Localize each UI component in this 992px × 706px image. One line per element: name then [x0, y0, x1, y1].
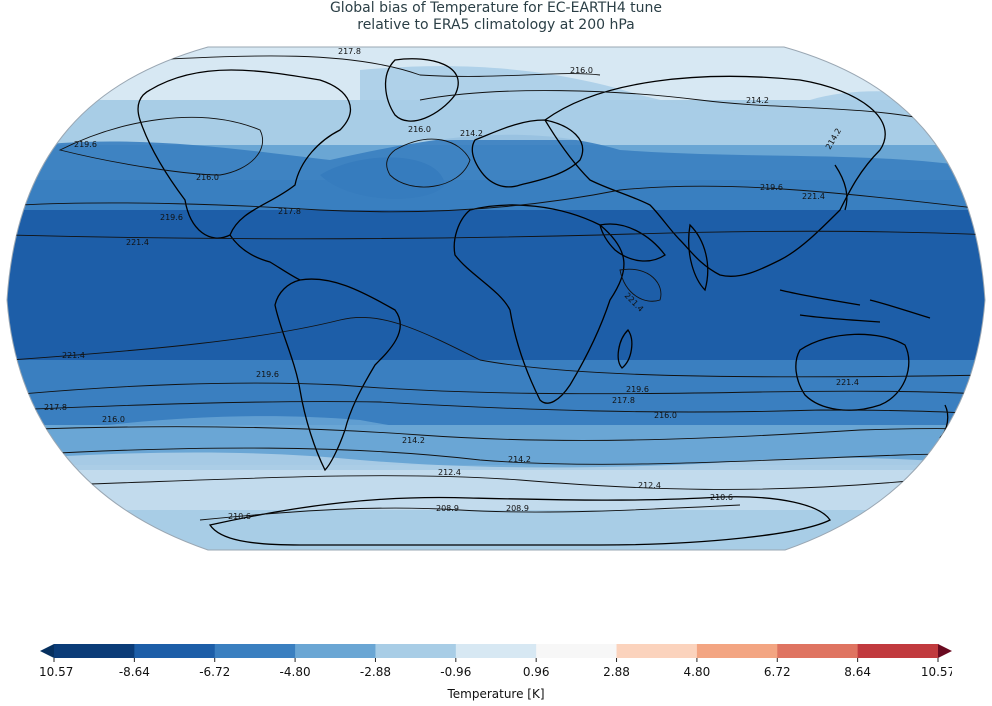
contour-line — [9, 230, 985, 240]
contour-line — [9, 401, 985, 416]
coast-europe — [471, 119, 584, 188]
contour-lines — [9, 55, 985, 521]
contour-line — [386, 138, 471, 188]
colorbar-segment — [857, 644, 939, 658]
contour-line — [9, 426, 985, 441]
colorbar-label: Temperature [K] — [446, 687, 544, 701]
colorbar-segment — [375, 644, 457, 658]
contour-label: 214.2 — [746, 96, 769, 105]
contour-line — [19, 447, 985, 465]
colorbar: -10.57 -8.64 -6.72 -4.80 -2.88 -0.96 0.96 2.88 4… — [35, 636, 955, 702]
colorbar-tick-label: -10.57 — [40, 665, 73, 679]
colorbar-tick-label: 4.80 — [684, 665, 711, 679]
contour-line — [58, 116, 264, 176]
contour-line — [199, 504, 741, 521]
colorbar-segment — [616, 644, 698, 658]
contour-label: 219.6 — [160, 213, 183, 222]
contour-label: 212.4 — [438, 468, 461, 477]
coast-central-america — [229, 234, 301, 281]
colorbar-tick-label: -2.88 — [360, 665, 391, 679]
contour-label: 221.4 — [62, 351, 85, 360]
colorbar-segment — [536, 644, 618, 658]
contour-label: 217.8 — [44, 403, 67, 412]
coast-india — [688, 223, 709, 292]
contour-label: 216.0 — [654, 411, 677, 420]
colorbar-segment — [455, 644, 537, 658]
contour-label: 208.9 — [436, 504, 459, 513]
colorbar-segment — [134, 644, 216, 658]
colorbar-tick-label: 0.96 — [523, 665, 550, 679]
globe-outline — [6, 46, 986, 551]
title-line-1: Global bias of Temperature for EC-EARTH4… — [329, 0, 663, 16]
colorbar-ticks: -10.57 -8.64 -6.72 -4.80 -2.88 -0.96 0.96 2.88 4… — [35, 658, 955, 679]
contour-label: 219.6 — [74, 140, 97, 149]
contour-label: 216.0 — [408, 125, 431, 134]
colorbar-tick-label: 10.57 — [921, 665, 952, 679]
contour-line — [149, 55, 601, 77]
band-tropics — [7, 210, 985, 360]
contour-label: 214.2 — [460, 129, 483, 138]
colorbar-segment — [777, 644, 859, 658]
coast-antarctica — [208, 496, 831, 546]
colorbar-tick-label: -0.96 — [440, 665, 471, 679]
coast-australia — [795, 333, 910, 411]
map-panel: 217.8 216.0 214.2 216.0 214.2 219.6 216.… — [0, 40, 992, 555]
coast-south-america — [274, 278, 401, 472]
contour-line — [619, 268, 662, 302]
contour-label: 216.0 — [102, 415, 125, 424]
colorbar-segment — [696, 644, 778, 658]
contour-line — [419, 90, 931, 121]
colorbar-tick-label: -6.72 — [199, 665, 230, 679]
colorbar-tick-label: 8.64 — [844, 665, 871, 679]
colorbar-segment — [54, 644, 135, 658]
contour-label: 210.6 — [228, 512, 251, 521]
contour-line — [9, 316, 985, 378]
map-title: Global bias of Temperature for EC-EARTH4… — [0, 0, 992, 34]
coast-madagascar — [617, 328, 633, 369]
coast-greenland — [384, 58, 459, 122]
coast-north-america — [137, 69, 351, 239]
title-line-2: relative to ERA5 climatology at 200 hPa — [357, 17, 635, 33]
band-subtrop-south — [7, 360, 985, 390]
contour-label: 208.9 — [506, 504, 529, 513]
contour-label: 214.2 — [508, 455, 531, 464]
robinson-map: 217.8 216.0 214.2 216.0 214.2 219.6 216.… — [6, 46, 986, 551]
contour-label: 219.6 — [626, 385, 649, 394]
contour-label: 216.0 — [196, 173, 219, 182]
bias-field — [7, 47, 985, 550]
contour-label: 219.6 — [256, 370, 279, 379]
coast-indonesia — [779, 289, 931, 323]
colorbar-svg: -10.57 -8.64 -6.72 -4.80 -2.88 -0.96 0.96 2.88 4… — [35, 644, 955, 701]
region-north-high-light — [360, 66, 985, 140]
contour-label: 212.4 — [638, 481, 661, 490]
contour-label: 221.4 — [802, 192, 825, 201]
contour-label: 217.8 — [338, 47, 361, 56]
region-north-pacific-band — [7, 134, 985, 210]
colorbar-tick-label: -4.80 — [280, 665, 311, 679]
colorbar-segment — [295, 644, 376, 658]
region-antarctic-light — [7, 452, 985, 510]
colorbar-tick-label: -8.64 — [119, 665, 150, 679]
contour-line — [9, 382, 985, 396]
contour-line — [19, 185, 985, 213]
coast-asia — [544, 75, 886, 277]
colorbar-extend-min — [40, 644, 54, 658]
coast-arabia — [599, 223, 666, 262]
colorbar-tick-label: 6.72 — [764, 665, 791, 679]
colorbar-segment — [214, 644, 296, 658]
colorbar-extend-max — [938, 644, 952, 658]
contour-label: 210.6 — [710, 493, 733, 502]
colorbar-tick-label: 2.88 — [603, 665, 630, 679]
contour-label: 216.0 — [570, 66, 593, 75]
contour-line — [59, 475, 921, 490]
contour-label: 217.8 — [278, 207, 301, 216]
contour-label: 219.6 — [760, 183, 783, 192]
coast-japan — [834, 164, 848, 211]
colorbar-segments — [40, 644, 952, 658]
contour-label: 221.4 — [836, 378, 859, 387]
contour-label: 217.8 — [612, 396, 635, 405]
contour-label: 214.2 — [402, 436, 425, 445]
contour-label: 221.4 — [126, 238, 149, 247]
